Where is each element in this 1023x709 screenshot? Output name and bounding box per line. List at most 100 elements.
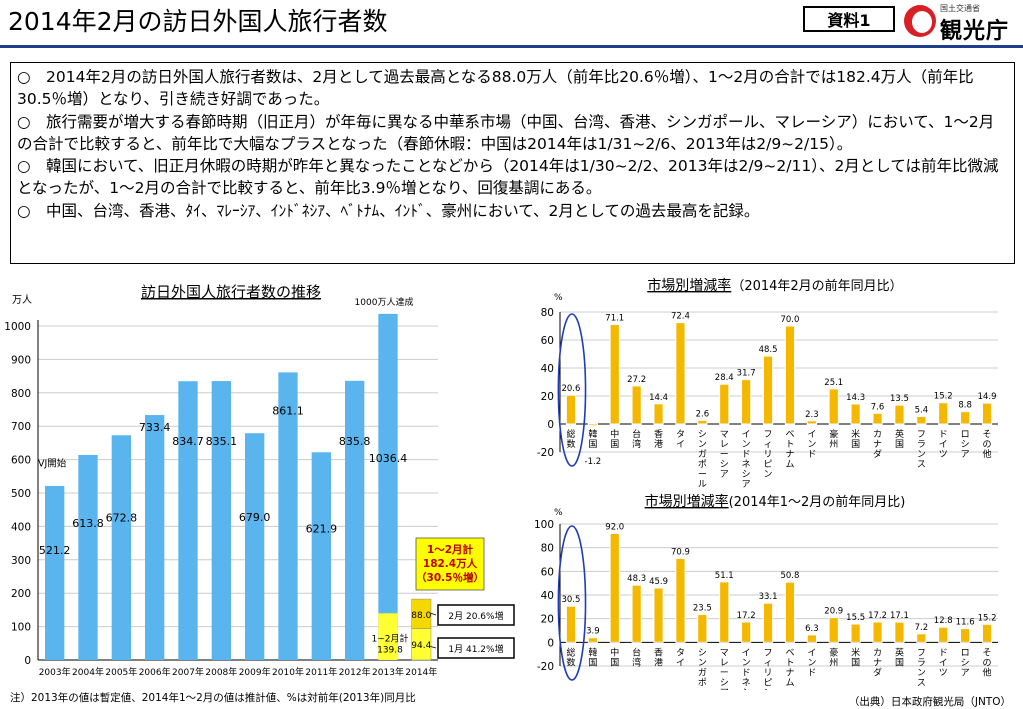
data-label: 33.1 <box>759 592 778 602</box>
bar <box>981 402 993 425</box>
bar <box>631 385 642 425</box>
data-label: 17.2 <box>868 611 887 621</box>
x-tick-label: 2007年 <box>172 666 204 678</box>
x-tick-label: 韓国 <box>588 429 597 450</box>
bar <box>850 623 861 643</box>
data-label: 14.9 <box>978 392 997 402</box>
x-tick-label: 2013年 <box>372 666 404 678</box>
x-tick-label: 韓国 <box>588 647 597 668</box>
y-tick-label: 300 <box>11 555 31 567</box>
data-label: 15.2 <box>934 392 953 402</box>
title-underline <box>0 45 1023 48</box>
bar <box>378 313 398 660</box>
bar <box>850 403 861 425</box>
data-label: 20.9 <box>824 607 843 617</box>
vj-start-annotation: VJ開始 <box>38 457 67 469</box>
data-label: 30.5 <box>561 595 580 605</box>
x-tick-label: 豪州 <box>829 646 838 668</box>
data-label: -1.2 <box>585 457 602 467</box>
total-callout-text: 182.4万人 <box>423 557 478 570</box>
data-label: 6.3 <box>805 624 819 634</box>
stack-value-label: 88.0 <box>411 611 431 621</box>
y-tick-label: 40 <box>541 590 554 602</box>
bar <box>653 403 664 425</box>
summary-paragraph: ○ 中国、台湾、香港、ﾀｲ、ﾏﾚｰｼｱ、ｲﾝﾄﾞﾈｼｱ、ﾍﾞﾄﾅﾑ、ｲﾝﾄﾞ、豪… <box>17 201 760 220</box>
highlight-ellipse <box>557 525 587 681</box>
x-tick-label: フランス <box>917 430 926 470</box>
data-label: 17.2 <box>737 611 756 621</box>
bar <box>806 634 817 643</box>
data-label: 28.4 <box>715 373 734 383</box>
x-tick-label: 2014年 <box>405 666 437 678</box>
bar <box>894 621 905 643</box>
x-tick-label: 英国 <box>895 428 904 450</box>
market-growth-feb-chart: 市場別増減率（2014年2月の前年同月比） % -20 0 20 40 60 80 20.6… <box>537 277 998 490</box>
y-tick-label: 500 <box>11 488 31 500</box>
data-label: 835.8 <box>339 435 371 448</box>
bar <box>245 433 265 660</box>
data-label: 48.5 <box>759 345 778 355</box>
chart-title: 訪日外国人旅行者数の推移 <box>141 283 321 301</box>
data-label: 11.6 <box>956 618 975 628</box>
data-label: 5.4 <box>915 405 929 415</box>
x-tick-label: シンガポール <box>698 648 707 690</box>
x-tick-label: フランス <box>917 648 926 688</box>
bar <box>78 454 98 660</box>
bar <box>565 605 577 643</box>
bar <box>981 623 993 643</box>
footnote: 注）2013年の値は暫定値、2014年1～2月の値は推計値、%は対前年(2013… <box>10 692 416 704</box>
logo-circle-icon <box>904 5 936 37</box>
bar <box>894 404 905 425</box>
bar <box>960 411 971 425</box>
x-tick-label: ロシア <box>961 430 970 460</box>
data-label: 50.8 <box>780 571 799 581</box>
x-tick-label: タイ <box>676 647 685 668</box>
data-label: 861.1 <box>272 404 304 417</box>
visitors-trend-chart: 訪日外国人旅行者数の推移 万人 0 100 200 300 400 500 600 700 80… <box>4 283 515 678</box>
bar <box>311 452 331 660</box>
highlight-ellipse <box>557 313 587 467</box>
bar <box>211 381 231 660</box>
stack-segment-2013-jan-feb <box>378 613 398 660</box>
bar <box>675 557 686 643</box>
total-callout-text: （30.5％増） <box>416 571 484 584</box>
x-tick-label: 2012年 <box>339 666 371 678</box>
x-tick-label: 米国 <box>851 428 860 450</box>
data-label: 45.9 <box>649 577 668 587</box>
data-label: 2.6 <box>696 409 710 419</box>
data-label: 25.1 <box>824 378 843 388</box>
feb-callout-text: 2月 20.6%増 <box>448 610 503 622</box>
data-label: 71.1 <box>605 313 624 323</box>
x-tick-label: その他 <box>983 647 992 678</box>
jan-callout-text: 1月 41.2%増 <box>448 643 503 655</box>
over-10m-annotation: 1000万人達成 <box>355 296 414 308</box>
x-tick-label: 2005年 <box>105 666 137 678</box>
x-tick-label: インド <box>807 648 816 678</box>
x-tick-label: ベトナム <box>785 430 794 470</box>
x-tick-label: ロシア <box>961 648 970 678</box>
data-label: 13.5 <box>890 394 909 404</box>
total-callout-box <box>415 537 485 591</box>
x-tick-label: ドイツ <box>939 430 948 460</box>
data-label: 12.8 <box>934 616 953 626</box>
x-tick-label: 2008年 <box>205 666 237 678</box>
bar <box>762 355 774 425</box>
x-tick-label: インドネシア <box>742 430 751 490</box>
bar <box>609 323 620 425</box>
logo-ministry-text: 国土交通省 <box>940 4 980 13</box>
bar <box>828 388 839 425</box>
y-tick-label: 400 <box>11 521 31 533</box>
bar <box>784 325 796 425</box>
x-tick-label: 2006年 <box>139 666 171 678</box>
y-tick-label: 60 <box>541 566 554 578</box>
bar <box>565 394 577 425</box>
y-tick-label: 40 <box>541 363 554 375</box>
data-label: 7.2 <box>915 623 929 633</box>
bar <box>587 637 598 643</box>
x-tick-label: 2004年 <box>72 666 104 678</box>
summary-paragraph: ○ 韓国において、旧正月休暇の時期が昨年と異なったことなどから（2014年は1/… <box>17 157 999 198</box>
y-tick-label: -20 <box>537 661 554 673</box>
stack-label: 1~2月計 <box>372 632 409 644</box>
summary-box: ○ 2014年2月の訪日外国人旅行者数は、2月として過去最高となる88.0万人（… <box>10 62 1015 264</box>
x-tick-label: ドイツ <box>939 648 948 678</box>
